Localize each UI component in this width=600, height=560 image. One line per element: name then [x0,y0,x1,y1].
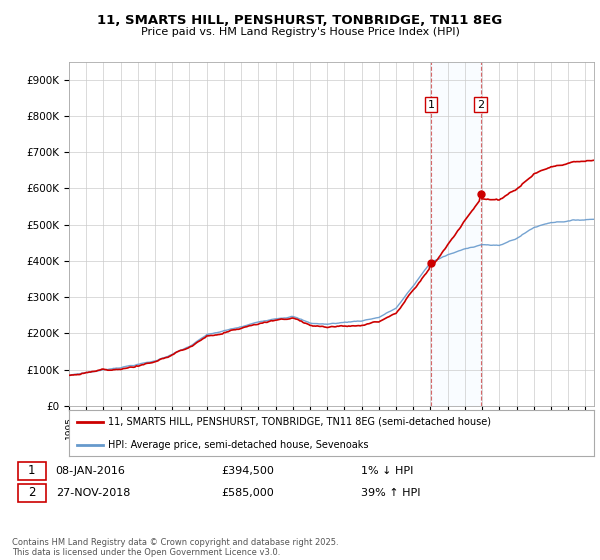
Text: 11, SMARTS HILL, PENSHURST, TONBRIDGE, TN11 8EG (semi-detached house): 11, SMARTS HILL, PENSHURST, TONBRIDGE, T… [109,417,491,427]
Text: 2: 2 [28,487,35,500]
Text: 2: 2 [477,100,484,110]
FancyBboxPatch shape [18,461,46,480]
Text: 39% ↑ HPI: 39% ↑ HPI [361,488,421,498]
Text: 08-JAN-2016: 08-JAN-2016 [56,465,125,475]
Bar [431,62,481,406]
Text: 27-NOV-2018: 27-NOV-2018 [56,488,130,498]
Text: 1: 1 [28,464,35,477]
Text: HPI: Average price, semi-detached house, Sevenoaks: HPI: Average price, semi-detached house,… [109,440,369,450]
Text: Contains HM Land Registry data © Crown copyright and database right 2025.
This d: Contains HM Land Registry data © Crown c… [12,538,338,557]
Text: 11, SMARTS HILL, PENSHURST, TONBRIDGE, TN11 8EG: 11, SMARTS HILL, PENSHURST, TONBRIDGE, T… [97,14,503,27]
Text: 1% ↓ HPI: 1% ↓ HPI [361,465,413,475]
Text: £585,000: £585,000 [221,488,274,498]
Text: 1: 1 [428,100,434,110]
Text: £394,500: £394,500 [221,465,274,475]
Text: Price paid vs. HM Land Registry's House Price Index (HPI): Price paid vs. HM Land Registry's House … [140,27,460,37]
FancyBboxPatch shape [18,484,46,502]
